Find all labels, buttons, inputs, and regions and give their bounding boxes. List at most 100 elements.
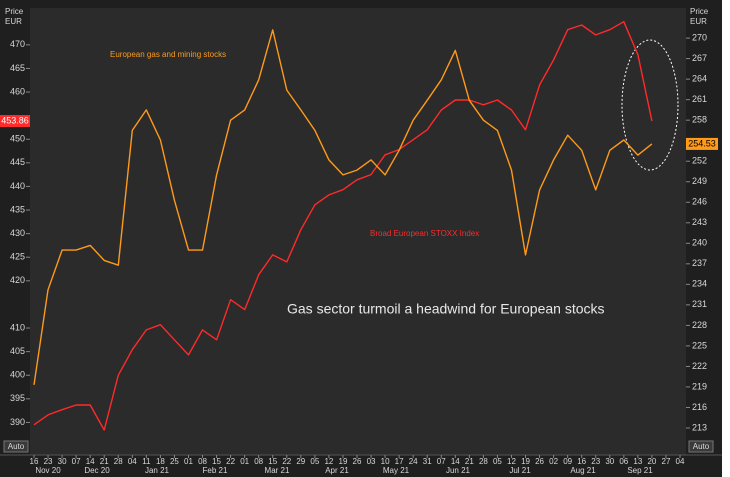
chart-title: Gas sector turmoil a headwind for Europe… — [287, 301, 605, 317]
y-tick-label: 435 — [10, 204, 25, 214]
y2-tick-label: 264 — [692, 74, 707, 84]
month-label: Feb 21 — [203, 466, 228, 475]
series-label: European gas and mining stocks — [110, 50, 226, 59]
month-label: Mar 21 — [265, 466, 290, 475]
y-tick-label: 450 — [10, 134, 25, 144]
month-label: May 21 — [383, 466, 410, 475]
y2-tick-label: 240 — [692, 238, 707, 248]
x-tick-label: 27 — [662, 457, 671, 466]
y2-tick-label: 243 — [692, 217, 707, 227]
x-tick-label: 04 — [676, 457, 685, 466]
y2-tick-label: 249 — [692, 176, 707, 186]
month-label: Aug 21 — [570, 466, 596, 475]
month-label: Dec 20 — [84, 466, 110, 475]
month-label: Jun 21 — [446, 466, 471, 475]
x-tick-label: 15 — [268, 457, 277, 466]
series-label: Broad European STOXX Index — [370, 229, 479, 238]
x-tick-label: 30 — [58, 457, 67, 466]
y-tick-label: 430 — [10, 228, 25, 238]
x-tick-label: 18 — [156, 457, 165, 466]
x-tick-label: 19 — [339, 457, 348, 466]
y-tick-label: 405 — [10, 346, 25, 356]
x-tick-label: 13 — [633, 457, 642, 466]
x-tick-label: 26 — [535, 457, 544, 466]
x-tick-label: 07 — [437, 457, 446, 466]
month-label: Jul 21 — [509, 466, 531, 475]
x-tick-label: 01 — [240, 457, 249, 466]
series-line — [33, 21, 653, 431]
last-value-label: 453.86 — [1, 115, 29, 125]
y2-axis-label: Price — [690, 7, 709, 16]
x-tick-label: 23 — [591, 457, 600, 466]
month-label: Jan 21 — [145, 466, 170, 475]
plot-area — [30, 8, 686, 455]
x-tick-label: 04 — [128, 457, 137, 466]
y2-tick-label: 261 — [692, 94, 707, 104]
y-tick-label: 410 — [10, 322, 25, 332]
y-tick-label: 400 — [10, 370, 25, 380]
y2-tick-label: 258 — [692, 115, 707, 125]
x-tick-label: 01 — [184, 457, 193, 466]
y2-axis-label: EUR — [690, 17, 707, 26]
series-line — [33, 29, 653, 386]
x-tick-label: 16 — [577, 457, 586, 466]
x-tick-label: 09 — [563, 457, 572, 466]
x-tick-label: 12 — [507, 457, 516, 466]
x-tick-label: 10 — [381, 457, 390, 466]
x-tick-label: 22 — [226, 457, 235, 466]
last-value-box — [686, 137, 718, 150]
y2-tick-label: 216 — [692, 402, 707, 412]
x-tick-label: 31 — [423, 457, 432, 466]
x-tick-label: 16 — [30, 457, 39, 466]
y2-tick-label: 219 — [692, 381, 707, 391]
y-tick-label: 420 — [10, 275, 25, 285]
x-tick-label: 24 — [409, 457, 418, 466]
x-tick-label: 05 — [493, 457, 502, 466]
y-tick-label: 395 — [10, 393, 25, 403]
y2-tick-label: 222 — [692, 361, 707, 371]
x-tick-label: 25 — [170, 457, 179, 466]
x-tick-label: 19 — [521, 457, 530, 466]
month-label: Nov 20 — [35, 466, 61, 475]
x-tick-label: 28 — [114, 457, 123, 466]
x-tick-label: 07 — [72, 457, 81, 466]
x-tick-label: 08 — [198, 457, 207, 466]
y-axis-label: Price — [5, 7, 24, 16]
auto-button-label[interactable]: Auto — [693, 442, 710, 451]
x-tick-label: 29 — [296, 457, 305, 466]
y-tick-label: 470 — [10, 39, 25, 49]
x-tick-label: 17 — [395, 457, 404, 466]
auto-button[interactable] — [688, 440, 714, 453]
x-tick-label: 22 — [282, 457, 291, 466]
last-value-label: 254.53 — [688, 138, 716, 148]
x-tick-label: 21 — [100, 457, 109, 466]
x-tick-label: 23 — [44, 457, 53, 466]
month-label: Sep 21 — [627, 466, 653, 475]
x-tick-label: 02 — [549, 457, 558, 466]
x-tick-label: 12 — [324, 457, 333, 466]
y-tick-label: 390 — [10, 417, 25, 427]
x-tick-label: 21 — [465, 457, 474, 466]
y2-tick-label: 228 — [692, 320, 707, 330]
x-tick-label: 30 — [605, 457, 614, 466]
last-value-box — [0, 115, 30, 128]
auto-button[interactable] — [3, 440, 29, 453]
x-tick-label: 26 — [353, 457, 362, 466]
x-tick-label: 15 — [212, 457, 221, 466]
x-tick-label: 05 — [310, 457, 319, 466]
y2-tick-label: 213 — [692, 422, 707, 432]
auto-button-label[interactable]: Auto — [8, 442, 25, 451]
x-tick-label: 03 — [367, 457, 376, 466]
y-tick-label: 440 — [10, 181, 25, 191]
x-tick-label: 20 — [647, 457, 656, 466]
highlight-ellipse — [621, 39, 679, 171]
y2-tick-label: 267 — [692, 53, 707, 63]
y2-tick-label: 225 — [692, 340, 707, 350]
y-tick-label: 445 — [10, 157, 25, 167]
y-axis-label: EUR — [5, 17, 22, 26]
y2-tick-label: 270 — [692, 32, 707, 42]
x-tick-label: 11 — [142, 457, 151, 466]
x-tick-label: 28 — [479, 457, 488, 466]
y2-tick-label: 252 — [692, 156, 707, 166]
